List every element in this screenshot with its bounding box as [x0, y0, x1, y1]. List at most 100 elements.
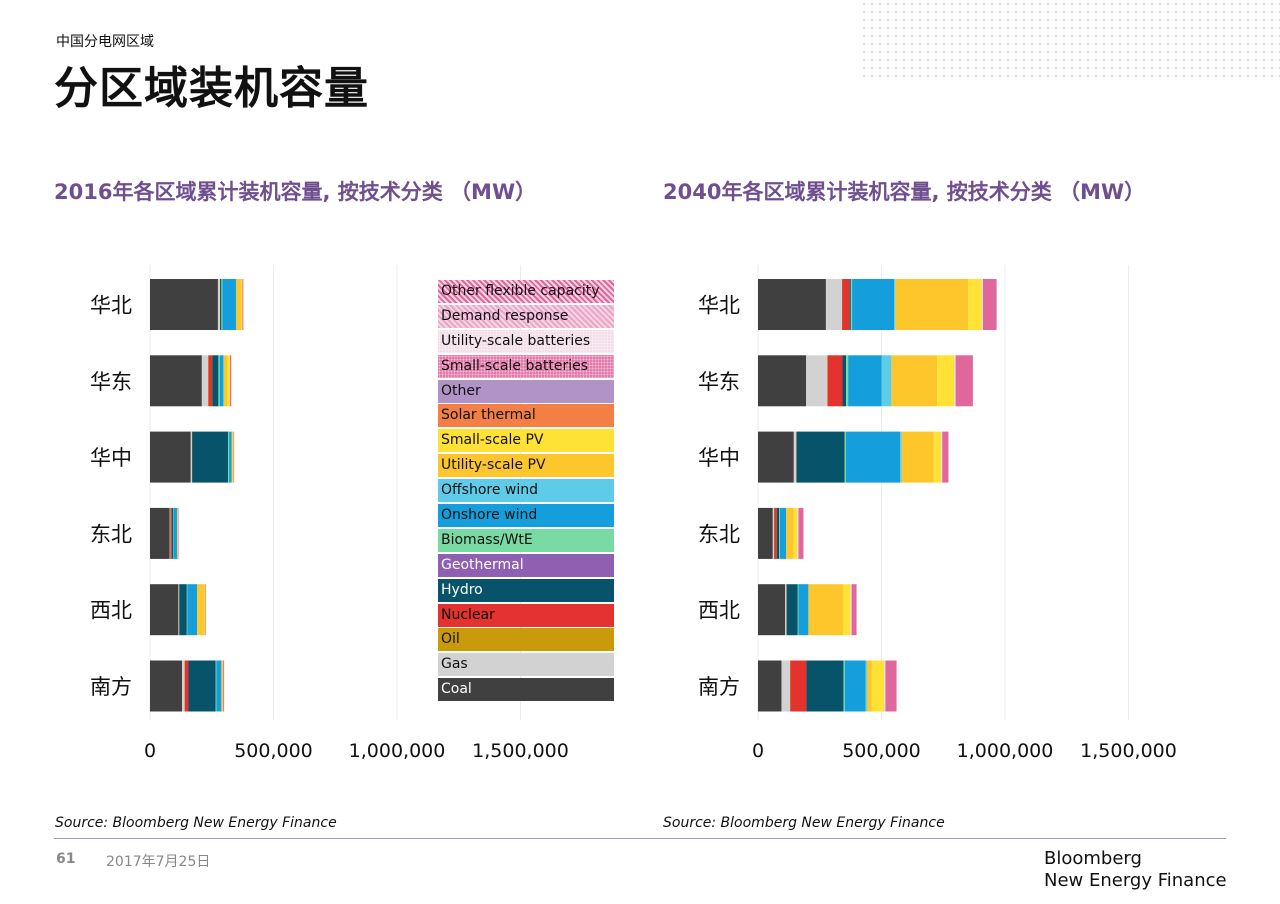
bar-segment-biomass-wte — [221, 279, 223, 330]
bar-segment-other-flexible-capacity — [942, 431, 949, 483]
decorative-dot-grid — [860, 0, 1280, 80]
bar-segment-small-scale-pv — [968, 279, 982, 330]
bar-segment-hydro — [796, 431, 845, 483]
bar-segment-utility-scale-pv — [895, 279, 969, 330]
bar-segment-utility-scale-batteries — [981, 279, 984, 330]
bar-segment-coal — [758, 355, 807, 407]
bar-segment-gas — [169, 507, 171, 559]
bar-segment-onshore-wind — [222, 279, 236, 330]
bar-segment-utility-scale-batteries — [884, 660, 886, 712]
bar-segment-biomass-wte — [218, 355, 220, 407]
bar-segment-other-flexible-capacity — [233, 431, 235, 483]
bar-segment-small-scale-pv — [222, 660, 224, 712]
bar-segment-nuclear — [184, 660, 189, 712]
legend-item-biomass-wte: Biomass/WtE — [438, 528, 614, 552]
bar-segment-hydro — [842, 355, 847, 407]
bar-segment-hydro — [786, 584, 798, 636]
legend-item-other-flexible-capacity: Other flexible capacity — [438, 280, 614, 303]
legend-item-solar-thermal: Solar thermal — [438, 404, 614, 428]
bar-segment-hydro — [776, 507, 780, 559]
source-note-left: Source: Bloomberg New Energy Finance — [55, 815, 337, 831]
legend: Other flexible capacity Demand response Ut… — [438, 280, 614, 703]
x-tick-label: 0 — [752, 740, 764, 762]
bar-segment-utility-scale-pv — [786, 507, 794, 559]
bar-segment-hydro — [192, 431, 229, 483]
bar-segment-nuclear — [170, 507, 172, 559]
bar-segment-onshore-wind — [848, 355, 882, 407]
source-note-right: Source: Bloomberg New Energy Finance — [663, 815, 945, 831]
bar-segment-hydro — [179, 584, 187, 636]
bar-segment-offshore-wind — [865, 660, 867, 712]
bar-segment-onshore-wind — [844, 660, 866, 712]
bar-segment-utility-scale-batteries — [850, 584, 852, 636]
bnef-logo: Bloomberg New Energy Finance — [1044, 848, 1227, 892]
bar-segment-coal — [758, 279, 826, 330]
bar-segment-biomass-wte — [186, 584, 188, 636]
bar-segment-coal — [758, 431, 794, 483]
category-label: 东北 — [698, 522, 740, 546]
category-label: 华北 — [698, 294, 740, 318]
bar-segment-biomass-wte — [172, 507, 174, 559]
bar-segment-utility-scale-pv — [177, 507, 178, 559]
bar-segment-onshore-wind — [845, 431, 901, 483]
bar-segment-nuclear — [827, 355, 843, 407]
bar-segment-biomass-wte — [843, 660, 845, 712]
bar-segment-utility-scale-pv — [808, 584, 843, 636]
x-tick-label: 1,000,000 — [957, 740, 1054, 762]
bar-segment-gas — [785, 584, 787, 636]
bar-segment-hydro — [171, 507, 173, 559]
legend-item-demand-response: Demand response — [438, 304, 614, 328]
bar-segment-other-flexible-capacity — [983, 279, 997, 330]
bar-segment-nuclear — [208, 355, 213, 407]
bar-segment-small-scale-pv — [793, 507, 798, 559]
bar-segment-onshore-wind — [229, 431, 232, 483]
bar-segment-coal — [150, 660, 183, 712]
legend-item-gas: Gas — [438, 653, 614, 677]
bar-segment-small-scale-pv — [871, 660, 885, 712]
bar-segment-gas — [190, 431, 192, 483]
bar-segment-biomass-wte — [850, 279, 853, 330]
bar-segment-other-flexible-capacity — [851, 584, 857, 636]
bar-segment-nuclear — [774, 507, 777, 559]
bar-segment-biomass-wte — [228, 431, 230, 483]
bar-segment-utility-scale-pv — [221, 660, 223, 712]
bar-segment-coal — [758, 507, 773, 559]
bar-segment-other-flexible-capacity — [955, 355, 973, 407]
bar-segment-other-flexible-capacity — [798, 507, 804, 559]
bar-segment-utility-scale-pv — [223, 355, 228, 407]
bar-segment-small-scale-pv — [937, 355, 955, 407]
category-label: 华北 — [90, 294, 132, 318]
bar-segment-coal — [150, 279, 218, 330]
bar-segment-other-flexible-capacity — [223, 660, 225, 712]
bar-segment-oil — [827, 355, 828, 407]
category-label: 华东 — [90, 370, 132, 394]
bar-segment-biomass-wte — [797, 584, 799, 636]
bar-segment-biomass-wte — [215, 660, 217, 712]
bar-segment-gas — [806, 355, 828, 407]
x-tick-label: 0 — [144, 740, 156, 762]
logo-line-1: Bloomberg — [1044, 848, 1142, 869]
bar-segment-coal — [758, 660, 782, 712]
bar-segment-hydro — [212, 355, 219, 407]
bar-segment-small-scale-pv — [842, 584, 851, 636]
bar-segment-utility-scale-batteries — [954, 355, 956, 407]
bar-segment-offshore-wind — [881, 355, 892, 407]
category-label: 东北 — [90, 522, 132, 546]
bar-segment-other-flexible-capacity — [177, 507, 179, 559]
chart-2040-title: 2040年各区域累计装机容量, 按技术分类 （MW） — [663, 180, 1146, 204]
bar-segment-oil — [208, 355, 209, 407]
x-tick-label: 1,500,000 — [1080, 740, 1177, 762]
bar-segment-other-flexible-capacity — [885, 660, 897, 712]
legend-item-utility-scale-pv: Utility-scale PV — [438, 454, 614, 478]
bar-segment-biomass-wte — [846, 355, 849, 407]
bar-segment-other-flexible-capacity — [205, 584, 206, 636]
bar-segment-hydro — [806, 660, 844, 712]
category-label: 西北 — [698, 599, 740, 623]
bar-segment-small-scale-pv — [227, 355, 231, 407]
category-label: 华中 — [698, 446, 740, 470]
bar-segment-onshore-wind — [187, 584, 198, 636]
bar-segment-nuclear — [790, 660, 807, 712]
bar-segment-other-flexible-capacity — [230, 355, 232, 407]
bar-segment-coal — [150, 584, 179, 636]
